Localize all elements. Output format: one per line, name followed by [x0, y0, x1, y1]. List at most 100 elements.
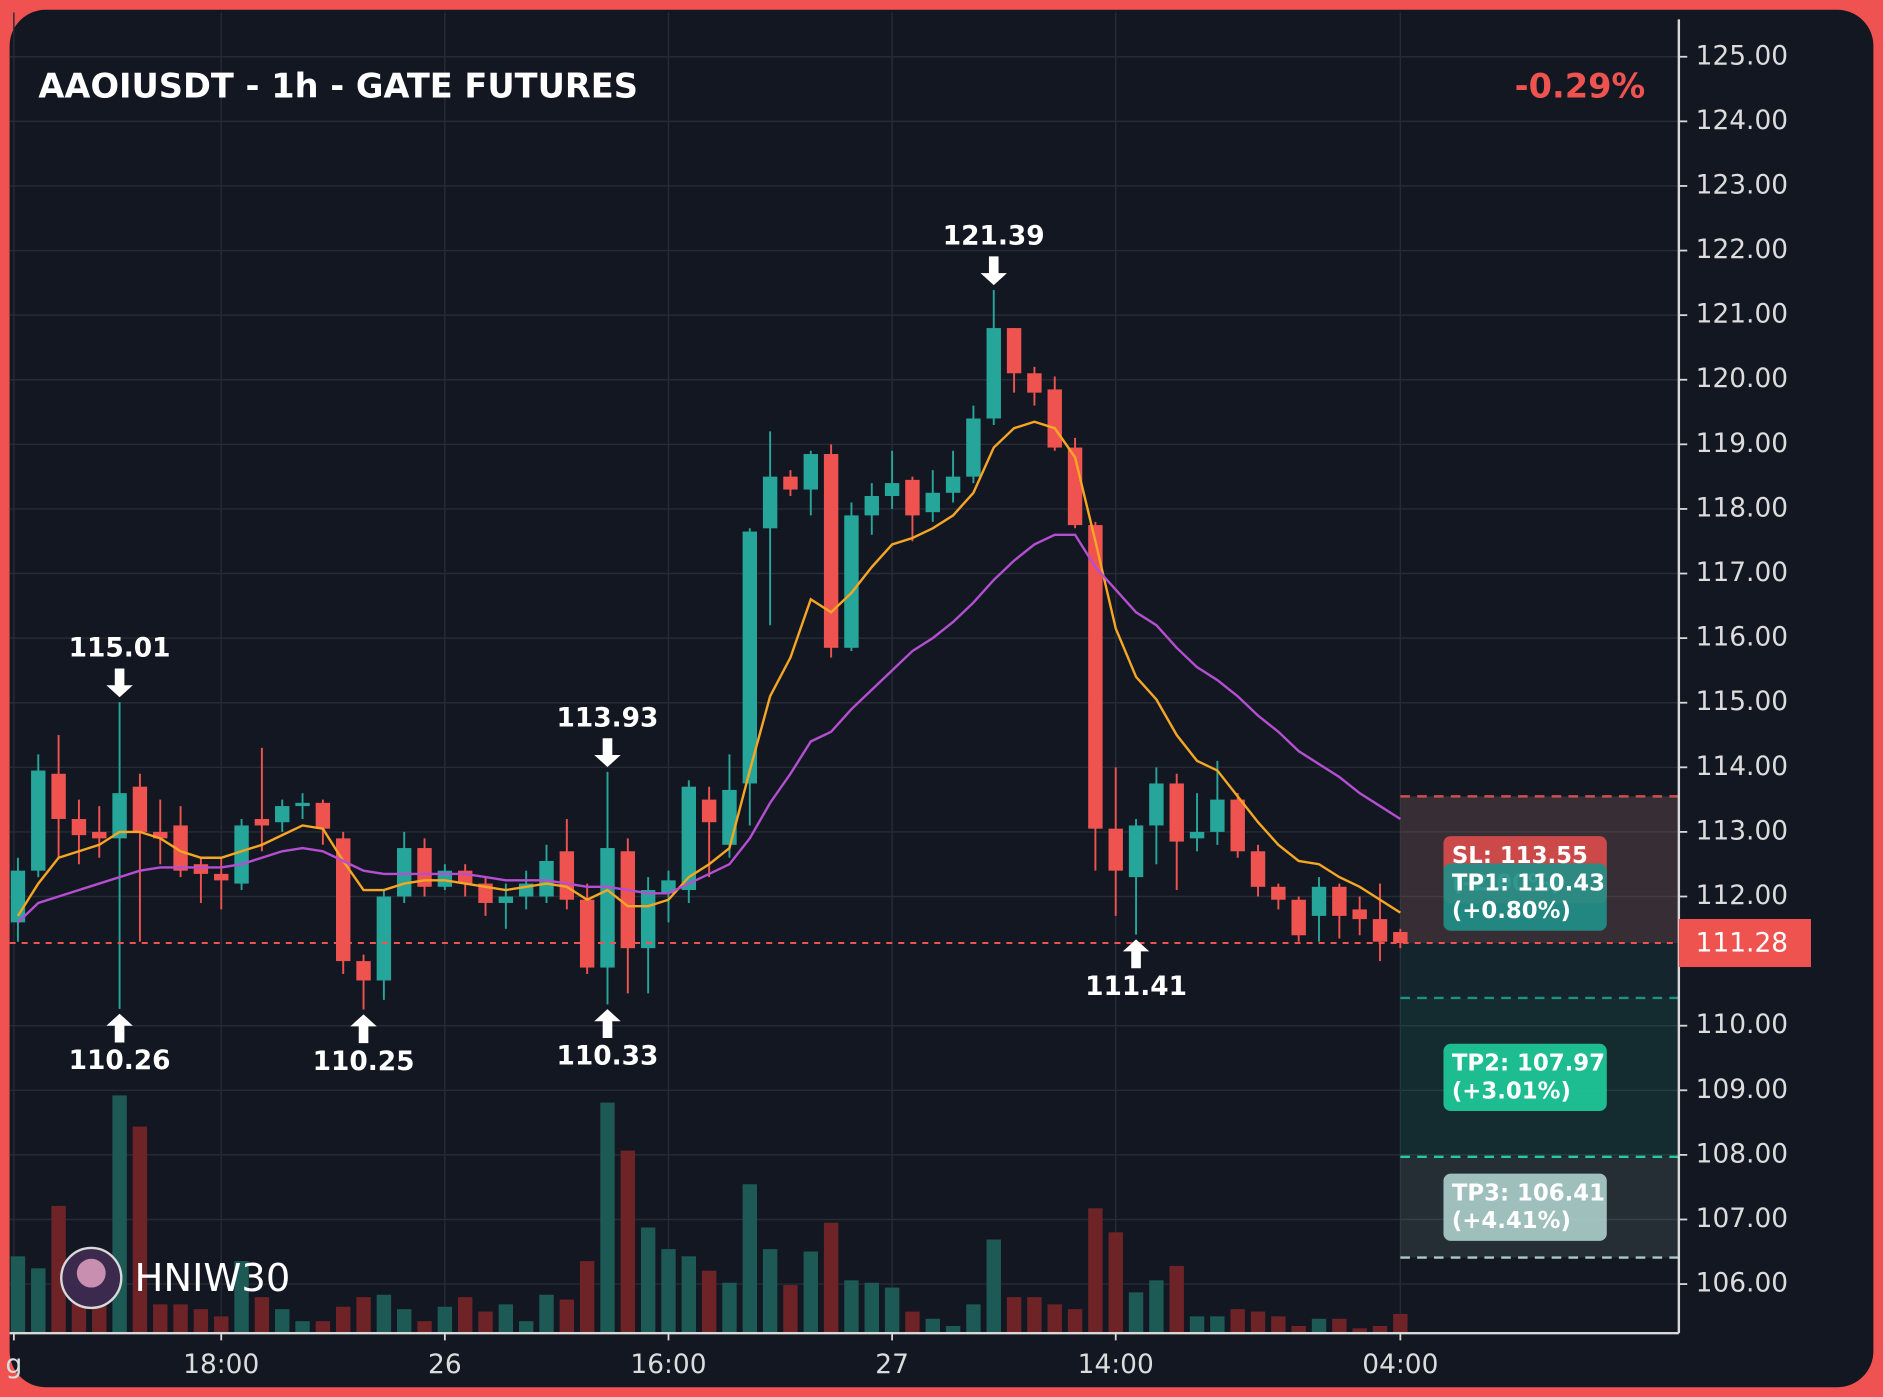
volume-bar	[1128, 1292, 1144, 1334]
volume-bar	[905, 1311, 920, 1334]
volume-bar	[925, 1318, 940, 1334]
level-pct: (+3.01%)	[1452, 1078, 1571, 1104]
candle-body	[661, 880, 676, 894]
volume-bar	[356, 1297, 371, 1334]
y-tick-label: 120.00	[1696, 363, 1788, 394]
annotation-label: 113.93	[557, 702, 659, 733]
candle-body	[234, 825, 249, 884]
candle-body	[762, 476, 778, 529]
volume-bar	[539, 1294, 554, 1334]
y-tick-label: 108.00	[1696, 1138, 1788, 1169]
y-tick-label: 124.00	[1696, 105, 1788, 136]
candle-body	[844, 515, 859, 648]
volume-bar	[884, 1287, 900, 1334]
candle-body	[51, 773, 66, 819]
x-tick-label: 14:00	[1078, 1349, 1154, 1380]
candle-body	[803, 454, 818, 490]
candle-body	[701, 799, 717, 823]
candle-body	[1006, 328, 1022, 374]
level-pct: (+4.41%)	[1452, 1208, 1571, 1234]
level-label: TP1: 110.43	[1452, 870, 1605, 896]
candle-body	[579, 899, 595, 968]
volume-bar	[1332, 1318, 1347, 1334]
volume-bar	[844, 1280, 859, 1334]
annotation-arrow	[350, 1014, 377, 1044]
candle-body	[315, 802, 331, 829]
volume-bar	[31, 1268, 46, 1334]
volume-bar	[559, 1299, 575, 1334]
volume-bar	[295, 1321, 310, 1334]
volume-bar	[722, 1282, 737, 1334]
volume-bar	[783, 1285, 798, 1334]
candle-body	[396, 848, 412, 897]
annotation-label: 111.41	[1085, 971, 1187, 1002]
candle-body	[193, 864, 209, 874]
volume-bar	[600, 1102, 615, 1334]
volume-bar	[51, 1205, 66, 1334]
candle-body	[254, 818, 270, 826]
candle-body	[945, 476, 961, 493]
candle-body	[356, 961, 371, 981]
volume-bar	[315, 1321, 331, 1334]
volume-bar	[498, 1304, 514, 1334]
candle-body	[1210, 799, 1225, 832]
volume-bar	[620, 1150, 636, 1334]
volume-bar	[701, 1270, 717, 1334]
candle-body	[112, 793, 127, 839]
chart-title: AAOIUSDT - 1h - GATE FUTURES	[38, 66, 638, 105]
candle-body	[71, 818, 87, 836]
annotation-arrow	[980, 256, 1007, 286]
candle-body	[905, 479, 920, 516]
annotation-label: 110.33	[557, 1041, 659, 1072]
y-tick-label: 119.00	[1696, 428, 1788, 459]
x-tick-label: 16:00	[630, 1349, 706, 1380]
volume-bar	[1372, 1325, 1388, 1334]
volume-bar	[986, 1239, 1001, 1334]
volume-bar	[1291, 1325, 1306, 1334]
volume-bar	[1047, 1304, 1062, 1334]
candle-body	[92, 831, 107, 839]
candle-body	[214, 873, 229, 881]
x-tick-label: 18:00	[183, 1349, 259, 1380]
volume-bar	[1230, 1309, 1245, 1334]
volume-bar	[1250, 1311, 1266, 1334]
y-tick-label: 121.00	[1696, 299, 1788, 330]
avatar-face	[76, 1258, 106, 1288]
y-tick-label: 118.00	[1696, 492, 1788, 523]
y-tick-label: 115.00	[1696, 686, 1788, 717]
volume-bar	[376, 1294, 392, 1334]
candle-body	[153, 831, 168, 839]
y-tick-label: 112.00	[1696, 880, 1788, 911]
volume-bar	[437, 1306, 453, 1334]
candle-body	[1027, 373, 1042, 393]
volume-bar	[518, 1321, 534, 1334]
ma-line	[16, 420, 1401, 917]
annotation-arrow	[106, 1013, 133, 1043]
volume-bar	[10, 1256, 26, 1334]
level-label: TP2: 107.97	[1452, 1051, 1605, 1077]
candle-body	[783, 476, 798, 490]
volume-bar	[1067, 1309, 1083, 1334]
volume-bar	[254, 1297, 270, 1334]
x-tick-label: g	[5, 1349, 22, 1380]
candle-body	[1230, 799, 1245, 852]
volume-bar	[478, 1311, 493, 1334]
candle-body	[173, 825, 188, 871]
volume-bar	[132, 1126, 148, 1334]
candle-body	[681, 786, 697, 891]
volume-bar	[1271, 1316, 1286, 1334]
volume-bar	[417, 1321, 432, 1334]
volume-bar	[681, 1256, 697, 1334]
candle-body	[1332, 886, 1347, 916]
volume-bar	[661, 1249, 676, 1334]
candle-body	[295, 802, 310, 807]
candle-body	[722, 789, 737, 845]
y-tick-label: 110.00	[1696, 1009, 1788, 1040]
annotation-arrow	[1122, 939, 1150, 969]
volume-bar	[864, 1282, 879, 1334]
level-box	[1443, 1173, 1607, 1241]
volume-bar	[1149, 1280, 1164, 1334]
level-box	[1443, 1043, 1607, 1111]
